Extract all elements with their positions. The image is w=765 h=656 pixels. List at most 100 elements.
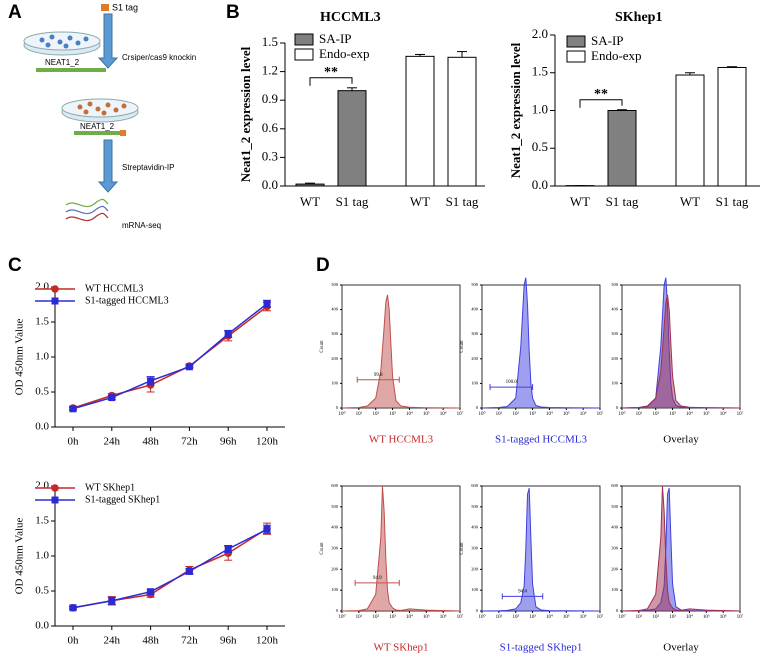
legend-label: SA-IP [319, 31, 352, 46]
series-line [72, 303, 268, 410]
x-tick-label: 10⁶ [580, 411, 587, 417]
x-tick-label: 10¹ [496, 411, 503, 417]
marker [69, 604, 77, 612]
marker [69, 405, 77, 413]
marker [263, 525, 271, 533]
x-tick-label: 0h [68, 635, 80, 647]
tag-icon [120, 130, 126, 136]
x-tick-label: 72h [181, 635, 198, 647]
x-tick-label: 48h [142, 436, 159, 448]
histogram-curve [481, 487, 601, 612]
y-tick-label: 400 [331, 307, 339, 312]
y-tick-label: 0.0 [532, 177, 548, 192]
x-tick-label: 10³ [529, 411, 536, 417]
y-tick-label: 600 [471, 483, 479, 488]
x-tick-label: 10⁷ [597, 411, 604, 417]
histogram-curve [621, 485, 741, 612]
gate-label: 94.9 [373, 576, 382, 581]
y-tick-label: 400 [611, 525, 619, 530]
x-tick-label: 10⁷ [457, 614, 464, 620]
series-line [72, 306, 268, 409]
y-tick-label: 500 [611, 282, 619, 287]
y-tick-label: 0 [616, 608, 619, 613]
x-tick-label: 10³ [389, 614, 396, 620]
x-tick-label: 10² [512, 614, 519, 620]
caption: S1-tagged SKhep1 [500, 642, 583, 654]
y-tick-label: 600 [331, 483, 339, 488]
y-tick-label: 200 [611, 566, 619, 571]
y-tick-label: 0.0 [35, 620, 49, 632]
panel-label: B [226, 2, 240, 23]
y-tick-label: 500 [471, 504, 479, 509]
x-tick-label: WT [680, 194, 700, 209]
x-tick-label: 10⁰ [338, 614, 345, 620]
legend-label: SA-IP [591, 33, 624, 48]
histogram-curve [341, 485, 461, 612]
y-tick-label: 500 [471, 282, 479, 287]
y-tick-label: 0.6 [262, 120, 279, 135]
y-tick-label: 0.3 [262, 148, 278, 163]
marker [108, 597, 116, 605]
y-tick-label: 200 [331, 566, 339, 571]
gate-label: 94.4 [518, 590, 527, 595]
y-tick-label: 400 [611, 307, 619, 312]
series-line [72, 528, 268, 609]
bar [607, 110, 637, 187]
y-tick-label: 0 [476, 608, 479, 613]
x-tick-label: 10² [512, 411, 519, 417]
x-tick-label: 48h [142, 635, 159, 647]
y-tick-label: 1.0 [35, 351, 49, 363]
x-tick-label: 10⁴ [686, 411, 693, 417]
legend-label: Endo-exp [591, 48, 642, 63]
plot-frame [621, 284, 741, 409]
legend-swatch [566, 50, 586, 63]
x-tick-label: 10⁰ [618, 411, 625, 417]
x-tick-label: 10² [372, 614, 379, 620]
x-tick-label: 96h [220, 635, 237, 647]
histogram-curve [341, 294, 461, 409]
y-tick-label: 300 [331, 331, 339, 336]
histogram-curve [621, 277, 741, 409]
x-tick-label: 10⁵ [563, 614, 570, 620]
workflow-diagram: S1 tag NEAT1_2 Crsiper/cas9 knockin NEAT… [23, 2, 196, 230]
x-tick-label: 24h [104, 436, 121, 448]
caption: Overlay [663, 434, 699, 446]
marker [51, 496, 59, 504]
cells [77, 101, 127, 116]
plot-frame [481, 485, 601, 612]
gene-label: NEAT1_2 [80, 122, 115, 131]
y-tick-label: 1.2 [262, 63, 278, 78]
legend-label: S1-tagged HCCML3 [85, 295, 169, 306]
y-tick-label: 300 [471, 546, 479, 551]
x-tick-label: 10¹ [496, 614, 503, 620]
bar [337, 90, 367, 187]
x-tick-label: 120h [256, 436, 279, 448]
x-tick-label: 10⁶ [440, 411, 447, 417]
x-tick-label: 10⁷ [737, 614, 744, 620]
plot-frame [341, 284, 461, 409]
y-tick-label: 200 [611, 356, 619, 361]
x-tick-label: 10⁵ [563, 411, 570, 417]
y-tick-label: 200 [471, 566, 479, 571]
y-tick-label: 500 [611, 504, 619, 509]
panel-label: D [316, 255, 330, 276]
gene-bar [36, 68, 106, 72]
histogram-curve [481, 277, 601, 409]
x-tick-label: 10⁴ [546, 614, 553, 620]
x-tick-label: 10³ [529, 614, 536, 620]
y-tick-label: 100 [471, 380, 479, 385]
x-tick-label: 10¹ [636, 411, 643, 417]
y-tick-label: 300 [331, 546, 339, 551]
x-tick-label: 10¹ [356, 614, 363, 620]
x-tick-label: S1 tag [446, 194, 479, 209]
marker [51, 484, 59, 492]
panel-label: C [8, 255, 22, 276]
y-tick-label: 0.9 [262, 91, 278, 106]
y-tick-label: 0 [616, 405, 619, 410]
y-tick-label: 300 [611, 331, 619, 336]
x-tick-label: 10⁰ [478, 614, 485, 620]
step-label: Crsiper/cas9 knockin [122, 53, 196, 62]
tag-icon [101, 4, 109, 11]
y-tick-label: 100 [471, 587, 479, 592]
